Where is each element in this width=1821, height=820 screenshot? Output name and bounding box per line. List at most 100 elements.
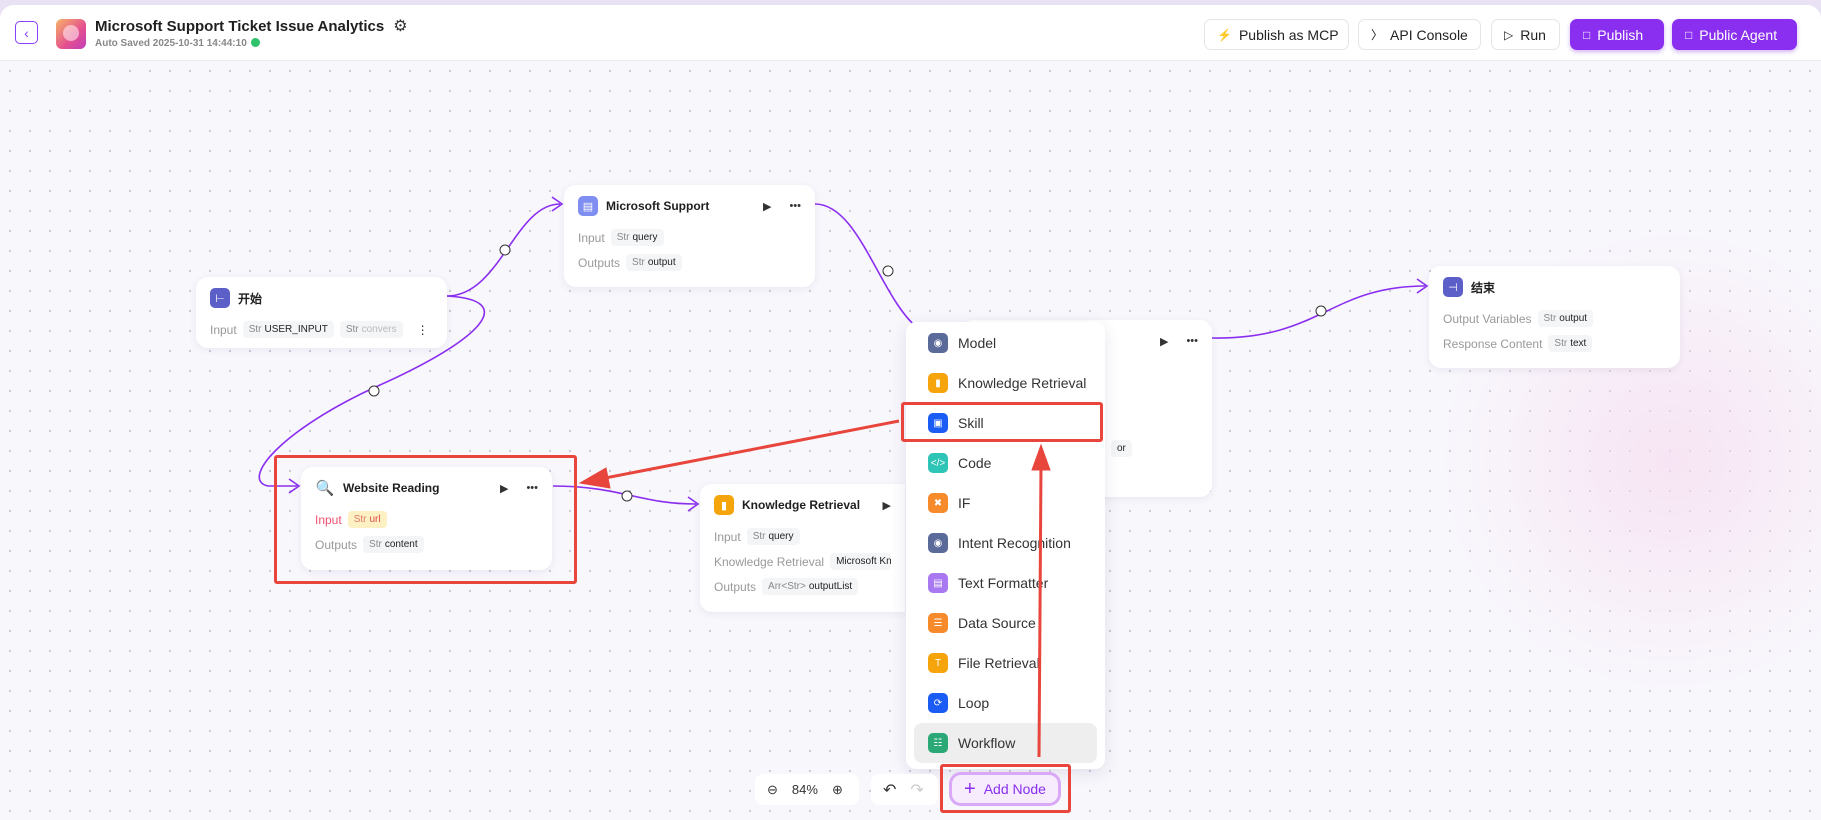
menu-item-label: Text Formatter [958, 575, 1049, 591]
save-icon: □ [1685, 27, 1693, 42]
button-label: Publish as MCP [1238, 26, 1339, 43]
button-label: Public Agent [1699, 26, 1778, 43]
var-tag: Str content [363, 536, 424, 553]
var-tag: Str query [746, 528, 800, 545]
edge-handle [882, 265, 894, 277]
publish-mcp-button[interactable]: ⚡ Publish as MCP [1204, 19, 1349, 50]
zoom-controls: ⊖ 84% ⊕ [755, 774, 859, 805]
book-icon: ▮ [714, 495, 734, 515]
file-retrieval-icon: T [928, 653, 948, 673]
edge-ms-hidden [814, 203, 921, 331]
add-node-label: Add Node [983, 781, 1046, 797]
menu-item-loop[interactable]: ⟳ Loop [914, 683, 1097, 723]
more-icon[interactable]: ••• [789, 200, 801, 212]
menu-item-knowledge-retrieval[interactable]: ▮ Knowledge Retrieval [914, 363, 1097, 403]
annotation-box-add-node [940, 764, 1071, 813]
api-console-button[interactable]: 〉 API Console [1358, 19, 1481, 50]
input-label: Input [315, 512, 342, 527]
title-row: Microsoft Support Ticket Issue Analytics… [95, 16, 408, 36]
play-icon[interactable]: ▶ [499, 482, 509, 495]
menu-item-label: Data Source [958, 615, 1036, 631]
annotation-arrow [599, 419, 900, 481]
input-label: Input [578, 230, 605, 245]
menu-item-label: Loop [958, 695, 990, 711]
end-icon: ⊣ [1443, 277, 1463, 297]
menu-item-code[interactable]: </> Code [914, 443, 1097, 483]
database-icon: ▤ [578, 196, 598, 216]
node-knowledge-retrieval[interactable]: ▮ Knowledge Retrieval ▶ Input Str query Know… [700, 484, 905, 612]
var-tag: Str USER_INPUT [242, 321, 334, 338]
menu-item-text-formatter[interactable]: ▤ Text Formatter [914, 563, 1097, 603]
zoom-level: 84% [791, 782, 818, 797]
menu-item-label: Knowledge Retrieval [958, 375, 1087, 391]
play-icon[interactable]: ▶ [882, 499, 891, 512]
play-icon[interactable]: ▶ [762, 200, 772, 213]
input-label: Input [210, 322, 237, 337]
menu-item-label: Workflow [958, 735, 1016, 751]
run-button[interactable]: ▷ Run [1491, 19, 1560, 50]
menu-item-file-retrieval[interactable]: T File Retrieval [914, 643, 1097, 683]
annotation-box-website [274, 455, 577, 584]
more-vertical-icon[interactable]: ⋮ [416, 322, 429, 337]
button-label: Publish [1597, 26, 1644, 43]
auto-saved-label: Auto Saved [95, 38, 151, 49]
add-node-menu: ◉ Model ▮ Knowledge Retrieval ▣ Skill </> Code ✖… [906, 322, 1105, 769]
menu-item-model[interactable]: ◉ Model [914, 323, 1097, 363]
menu-item-label: IF [958, 495, 971, 511]
annotation-arrow [1037, 464, 1043, 758]
node-title: 结束 [1471, 280, 1496, 295]
menu-item-intent-recognition[interactable]: ◉ Intent Recognition [914, 523, 1097, 563]
workflow-icon: ☷ [928, 733, 948, 753]
var-tag: Str output [626, 254, 682, 271]
var-tag: Str output [1537, 310, 1594, 327]
more-icon[interactable]: ••• [526, 482, 538, 494]
menu-item-skill[interactable]: ▣ Skill [914, 403, 1097, 443]
var-tag: Str url [347, 511, 387, 528]
more-icon[interactable]: ••• [1186, 335, 1198, 347]
node-microsoft-support[interactable]: ▤ Microsoft Support ▶ ••• Input Str query Out… [564, 185, 815, 287]
node-end[interactable]: ⊣ 结束 Output Variables Str output Response C… [1429, 266, 1680, 368]
knowledge-retrieval-label: Knowledge Retrieval [714, 554, 825, 569]
publish-button[interactable]: □ Publish [1570, 19, 1664, 50]
output-variables-label: Output Variables [1443, 311, 1532, 326]
menu-item-workflow[interactable]: ☷ Workflow [914, 723, 1097, 763]
menu-item-label: Skill [958, 415, 984, 431]
node-title: Website Reading [343, 481, 440, 495]
edge-handle [499, 244, 511, 256]
button-label: Run [1520, 26, 1546, 43]
play-icon: ▷ [1504, 27, 1514, 42]
public-agent-button[interactable]: □ Public Agent [1672, 19, 1797, 50]
undo-icon[interactable]: ↶ [883, 781, 897, 799]
add-node-button[interactable]: + Add Node [949, 772, 1061, 806]
menu-item-label: Intent Recognition [958, 535, 1071, 551]
code-icon: </> [928, 453, 948, 473]
terminal-icon: 〉 [1371, 28, 1384, 42]
node-website-reading[interactable]: 🔍 Website Reading ▶ ••• Input Str url Outputs… [301, 467, 552, 570]
edge-handle [1315, 305, 1327, 317]
plus-icon: + [964, 777, 976, 800]
input-label: Input [714, 529, 741, 544]
intent-recognition-icon: ◉ [928, 533, 948, 553]
menu-item-data-source[interactable]: ☰ Data Source [914, 603, 1097, 643]
loop-icon: ⟳ [928, 693, 948, 713]
check-icon [250, 38, 260, 47]
app-logo [56, 19, 86, 49]
edge-start-website [258, 295, 486, 487]
var-tag: Str convers [339, 321, 403, 338]
zoom-out-icon[interactable]: ⊖ [767, 781, 778, 797]
gear-icon[interactable]: ⚙ [393, 18, 408, 35]
if-icon: ✖ [928, 493, 948, 513]
outputs-label: Outputs [578, 255, 621, 270]
play-icon[interactable]: ▶ [1159, 335, 1169, 348]
arrow-head [1031, 443, 1051, 471]
node-start[interactable]: ⊢ 开始 Input Str USER_INPUT Str convers ⋮ [196, 277, 447, 348]
redo-icon[interactable]: ↷ [910, 781, 924, 799]
back-button[interactable]: ‹ [15, 21, 38, 44]
knowledge-tag: Microsoft Kno [830, 553, 891, 570]
menu-item-if[interactable]: ✖ IF [914, 483, 1097, 523]
node-title: Microsoft Support [606, 199, 710, 213]
var-tag: Arr<Str> outputList [762, 578, 859, 595]
zoom-in-icon[interactable]: ⊕ [831, 781, 843, 797]
